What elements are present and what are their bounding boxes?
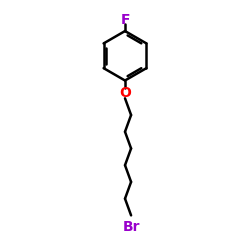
Text: F: F [120,13,130,27]
Text: O: O [119,86,131,100]
Text: Br: Br [122,220,140,234]
